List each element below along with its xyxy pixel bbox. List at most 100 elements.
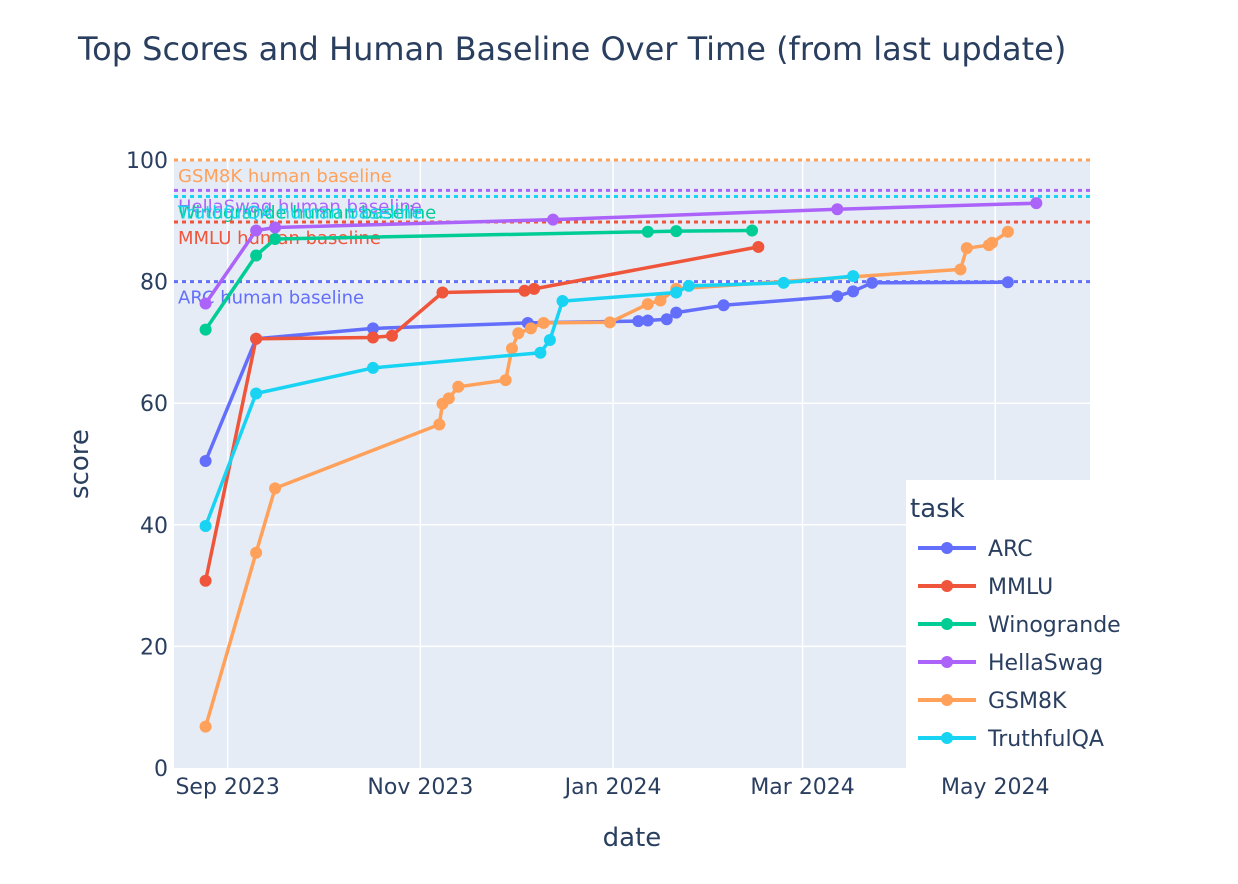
data-point[interactable]	[777, 276, 790, 289]
data-point[interactable]	[199, 454, 212, 467]
series-gsm8k	[199, 225, 1014, 733]
legend: task ARC MMLU Winogrande HellaSwag GSM8K Trut…	[906, 480, 1138, 770]
data-series	[199, 197, 1043, 733]
data-point[interactable]	[250, 332, 263, 345]
data-point[interactable]	[366, 331, 379, 344]
y-tick-label: 80	[140, 271, 168, 296]
data-point[interactable]	[660, 313, 673, 326]
chart-title: Top Scores and Human Baseline Over Time …	[77, 30, 1066, 68]
baseline-label: GSM8K human baseline	[178, 166, 392, 187]
series-line	[204, 228, 753, 331]
data-point[interactable]	[269, 482, 282, 495]
legend-item-hellaswag[interactable]: HellaSwag	[918, 651, 1103, 676]
data-point[interactable]	[603, 316, 616, 329]
data-point[interactable]	[199, 520, 212, 533]
y-tick-label: 60	[140, 392, 168, 417]
legend-label: ARC	[988, 537, 1033, 562]
data-point[interactable]	[505, 342, 518, 355]
data-point[interactable]	[831, 290, 844, 303]
data-point[interactable]	[250, 224, 263, 237]
x-axis-title: date	[603, 823, 662, 853]
data-point[interactable]	[199, 297, 212, 310]
data-point[interactable]	[682, 279, 695, 292]
data-point[interactable]	[366, 361, 379, 374]
y-axis-ticks: 0 20 40 60 80 100	[126, 149, 168, 782]
data-point[interactable]	[199, 323, 212, 336]
legend-item-mmlu[interactable]: MMLU	[918, 575, 1053, 600]
data-point[interactable]	[1030, 197, 1043, 210]
baseline-label: TruthfulQA human baseline	[177, 202, 422, 223]
data-point[interactable]	[269, 221, 282, 234]
data-point[interactable]	[528, 282, 541, 295]
data-point[interactable]	[537, 316, 550, 329]
data-point[interactable]	[1001, 225, 1014, 238]
legend-label: MMLU	[988, 575, 1053, 600]
legend-marker	[941, 732, 953, 744]
data-point[interactable]	[269, 233, 282, 246]
data-point[interactable]	[632, 315, 645, 328]
data-point[interactable]	[433, 418, 446, 431]
data-point[interactable]	[670, 286, 683, 299]
data-point[interactable]	[954, 263, 967, 276]
data-point[interactable]	[250, 546, 263, 559]
x-tick-label: May 2024	[941, 775, 1049, 800]
data-point[interactable]	[250, 249, 263, 262]
y-tick-label: 100	[126, 149, 168, 174]
data-point[interactable]	[385, 329, 398, 342]
data-point[interactable]	[543, 333, 556, 346]
data-point[interactable]	[641, 314, 654, 327]
human-baselines: GSM8K human baseline HellaSwag human base…	[174, 158, 1090, 309]
series-line	[204, 201, 1037, 305]
y-tick-label: 40	[140, 514, 168, 539]
legend-marker	[941, 580, 953, 592]
data-point[interactable]	[752, 240, 765, 253]
x-tick-label: Nov 2023	[367, 775, 473, 800]
series-truthfulqa	[199, 270, 860, 533]
series-mmlu	[199, 240, 765, 587]
data-point[interactable]	[986, 236, 999, 249]
data-point[interactable]	[512, 327, 525, 340]
data-point[interactable]	[960, 242, 973, 255]
data-point[interactable]	[670, 225, 683, 238]
legend-item-truthfulqa[interactable]: TruthfulQA	[918, 727, 1104, 752]
data-point[interactable]	[250, 387, 263, 400]
data-point[interactable]	[199, 720, 212, 733]
data-point[interactable]	[654, 294, 667, 307]
legend-item-arc[interactable]: ARC	[918, 537, 1033, 562]
y-tick-label: 0	[154, 757, 168, 782]
data-point[interactable]	[641, 225, 654, 238]
data-point[interactable]	[641, 298, 654, 311]
legend-label: TruthfulQA	[987, 727, 1104, 752]
legend-marker	[941, 618, 953, 630]
data-point[interactable]	[866, 276, 879, 289]
series-line	[203, 274, 854, 527]
data-point[interactable]	[670, 306, 683, 319]
data-point[interactable]	[831, 203, 844, 216]
x-axis-ticks: Sep 2023 Nov 2023 Jan 2024 Mar 2024 May 2024	[175, 775, 1049, 800]
data-point[interactable]	[534, 346, 547, 359]
x-tick-label: Sep 2023	[175, 775, 279, 800]
data-point[interactable]	[1001, 276, 1014, 289]
data-point[interactable]	[547, 213, 560, 226]
data-point[interactable]	[499, 374, 512, 387]
data-point[interactable]	[746, 224, 759, 237]
series-winogrande	[199, 224, 759, 336]
legend-item-gsm8k[interactable]: GSM8K	[918, 689, 1067, 714]
data-point[interactable]	[556, 295, 569, 308]
legend-item-winogrande[interactable]: Winogrande	[918, 613, 1121, 638]
data-point[interactable]	[442, 392, 455, 405]
data-point[interactable]	[717, 299, 730, 312]
legend-title: task	[910, 494, 965, 524]
data-point[interactable]	[524, 322, 537, 335]
baseline-label: Winogrande human baseline	[178, 202, 436, 223]
legend-marker	[941, 542, 953, 554]
data-point[interactable]	[452, 380, 465, 393]
data-point[interactable]	[366, 322, 379, 335]
legend-label: Winogrande	[988, 613, 1121, 638]
data-point[interactable]	[518, 284, 531, 297]
data-point[interactable]	[199, 574, 212, 587]
data-point[interactable]	[436, 286, 449, 299]
data-point[interactable]	[847, 285, 860, 298]
data-point[interactable]	[847, 270, 860, 283]
